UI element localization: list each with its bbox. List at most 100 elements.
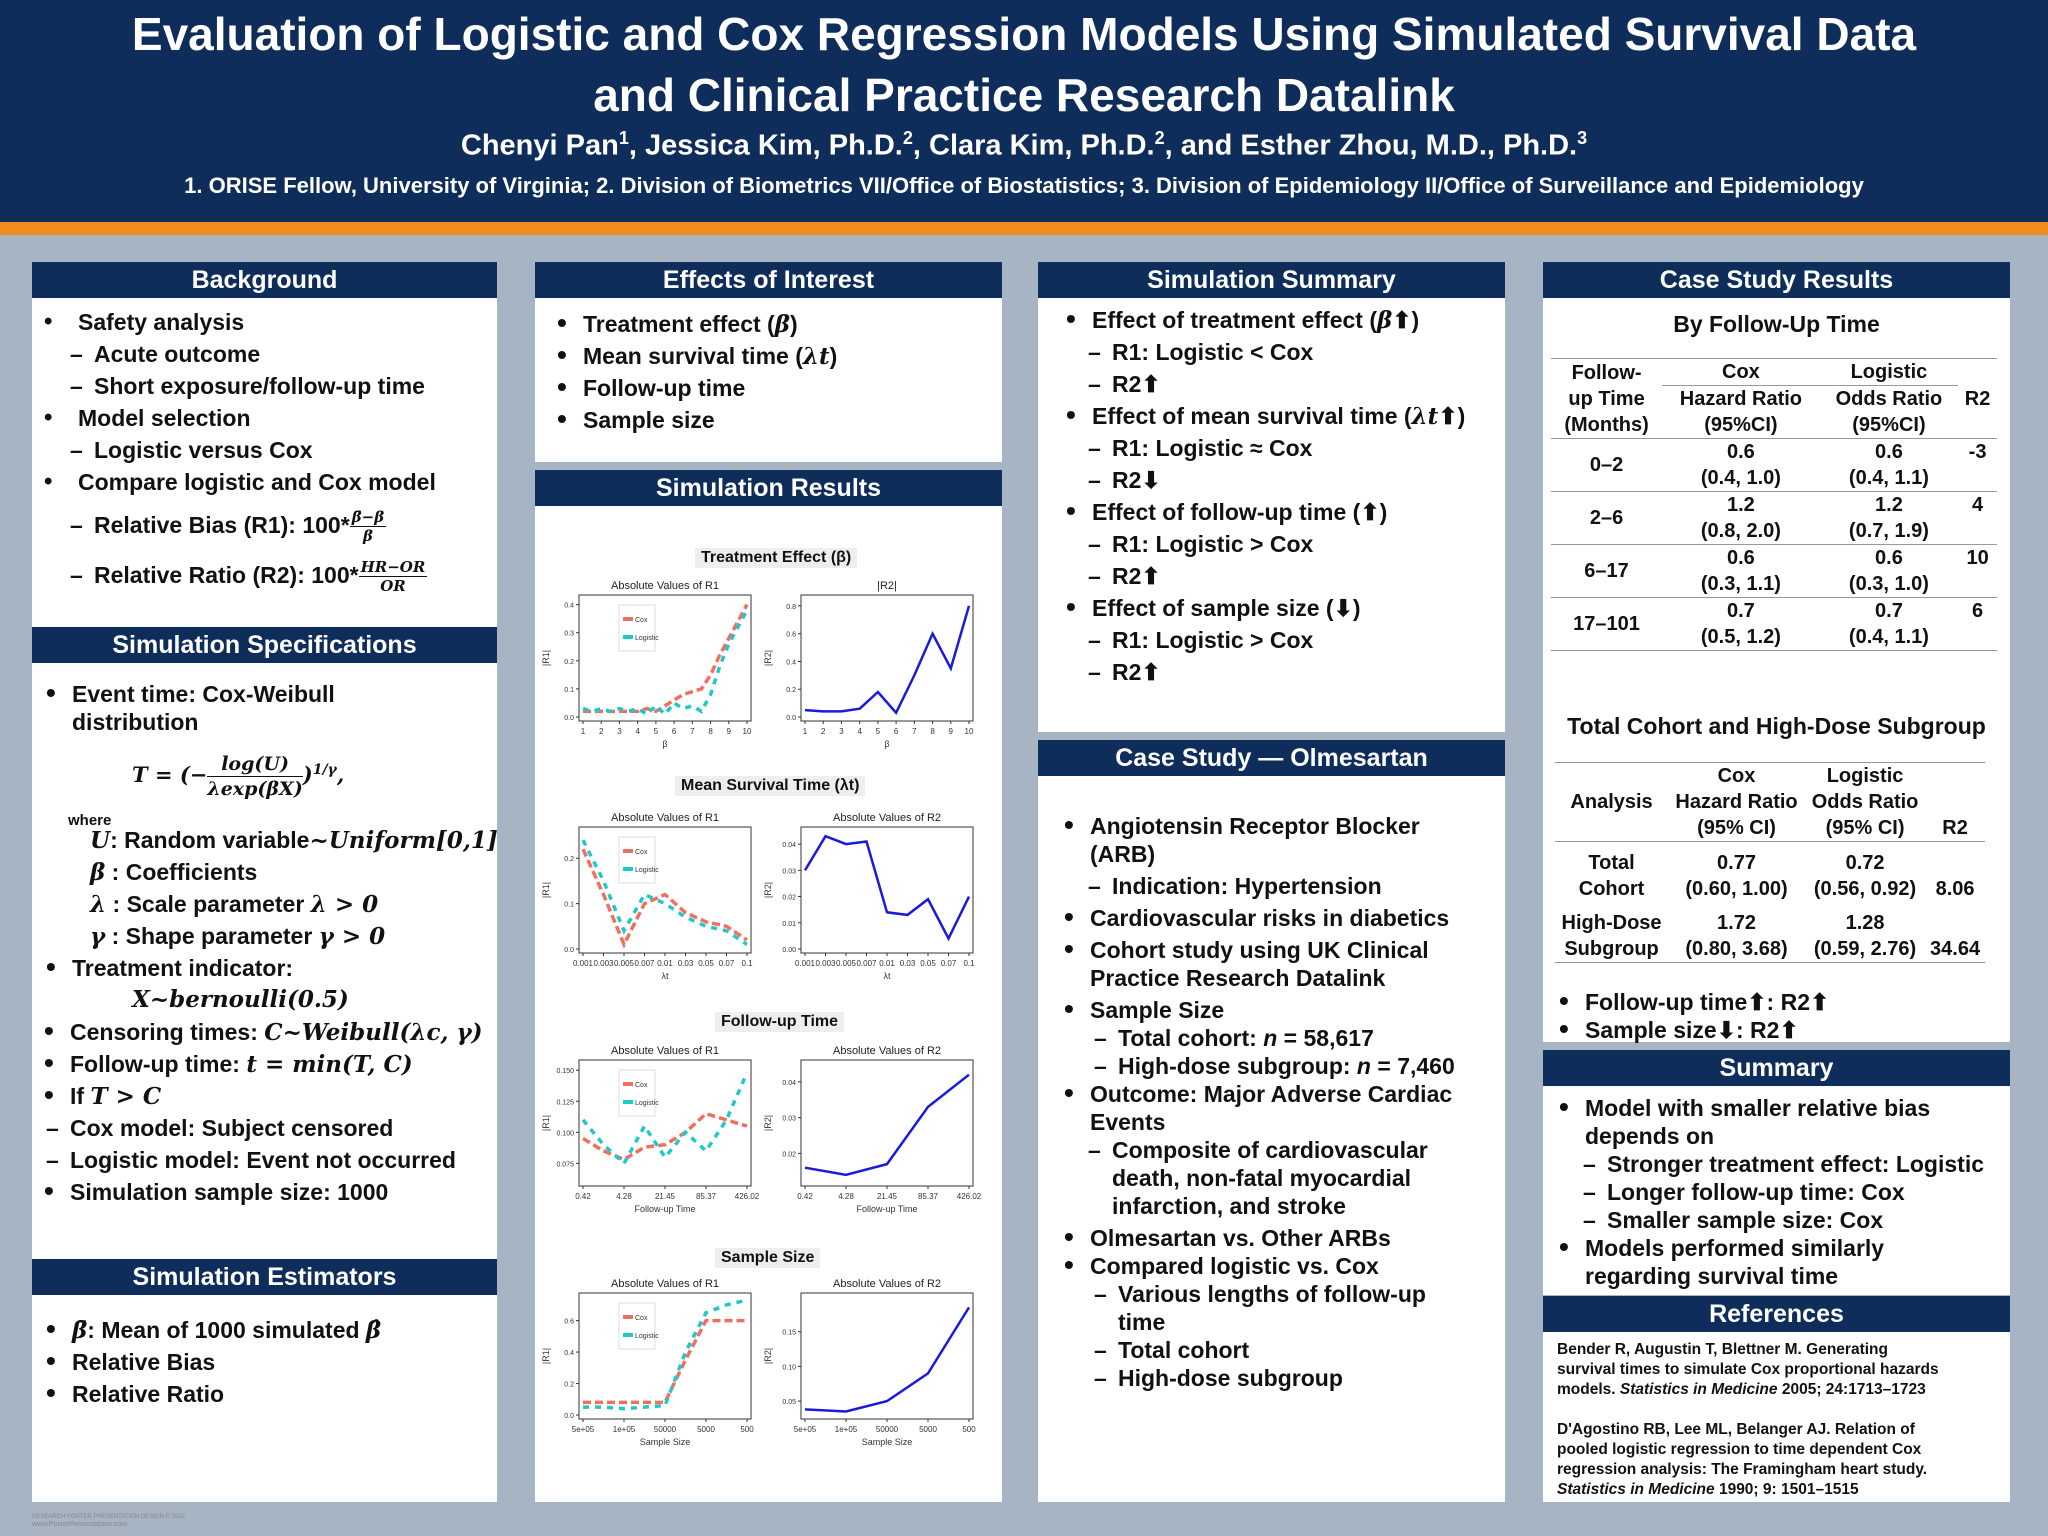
- table-row: (0.4, 1.0) (0.4, 1.1): [1551, 465, 1997, 492]
- y-axis-label: |R1|: [541, 1348, 551, 1364]
- sim-summary-item: R2⬆: [1088, 658, 1161, 686]
- result-followup: Follow-up time⬆: R2⬆: [1559, 987, 1829, 1016]
- footer-url: www.PosterPresentations.com: [32, 1521, 127, 1528]
- panel-title-treatment: Treatment Effect (β): [695, 548, 858, 568]
- x-tick-label: 500: [962, 1425, 976, 1434]
- x-axis-label: λt: [661, 971, 669, 981]
- y-tick-label: 0.6: [564, 1319, 574, 1326]
- y-tick-label: 0.4: [564, 603, 574, 610]
- x-tick-label: 21.45: [877, 1192, 898, 1201]
- x-tick-label: 0.07: [719, 959, 735, 968]
- spec-item: Treatment indicator:: [46, 953, 293, 982]
- reference-2: D'Agostino RB, Lee ML, Belanger AJ. Rela…: [1557, 1421, 1928, 1498]
- where-label: where: [68, 812, 112, 829]
- legend-logistic-label: Logistic: [635, 1100, 659, 1107]
- x-tick-label: 2: [599, 727, 604, 736]
- x-tick-label: 6: [672, 727, 677, 736]
- legend-box: [618, 1302, 656, 1350]
- sim-summary-item: Effect of sample size (⬇): [1066, 593, 1360, 622]
- subplot-title: |R2|: [877, 580, 897, 592]
- y-axis-label: |R2|: [763, 1115, 773, 1131]
- case-study-header: Case Study — Olmesartan: [1038, 740, 1505, 776]
- beta-definition: β : Coefficients: [90, 859, 258, 886]
- x-tick-label: 50000: [876, 1425, 899, 1434]
- x-axis-label: β: [884, 739, 889, 749]
- total-cohort-title: Total Cohort and High-Dose Subgroup: [1567, 713, 1986, 739]
- summary-item: Longer follow-up time: Cox: [1583, 1178, 1905, 1206]
- x-tick-label: 7: [690, 727, 695, 736]
- x-tick-label: 0.005: [836, 959, 857, 968]
- y-tick-label: 0.6: [786, 632, 796, 639]
- spec-item: Follow-up time: t = min(T, C): [44, 1049, 413, 1079]
- x-tick-label: 0.42: [797, 1192, 813, 1201]
- plot-frame: [578, 826, 752, 954]
- effect-item: Treatment effect (β): [557, 309, 798, 339]
- table-row: (0.3, 1.1) (0.3, 1.0): [1551, 571, 1997, 598]
- x-tick-label: 0.05: [920, 959, 936, 968]
- case-item: death, non-fatal myocardial: [1112, 1165, 1412, 1191]
- u-definition: U: Random variable~Uniform[0,1]: [90, 827, 498, 854]
- series-logistic-line: [582, 609, 749, 717]
- plot-frame: [800, 594, 974, 722]
- legend-logistic-label: Logistic: [635, 867, 659, 874]
- y-tick-label: 0.1: [564, 902, 574, 909]
- panel-title-followup: Follow-up Time: [715, 1012, 845, 1032]
- reference-1: Bender R, Augustin T, Blettner M. Genera…: [1557, 1341, 1939, 1398]
- series-r2-line: [804, 1306, 971, 1413]
- y-tick-label: 0.03: [782, 868, 796, 875]
- table-row: (0.8, 2.0) (0.7, 1.9): [1551, 518, 1997, 545]
- y-tick-label: 0.4: [786, 659, 796, 666]
- plot-frame: [578, 594, 752, 722]
- y-tick-label: 0.02: [782, 1151, 796, 1158]
- y-tick-label: 0.05: [782, 1399, 796, 1406]
- references-header: References: [1543, 1296, 2010, 1332]
- case-results-panel: Case Study Results By Follow-Up Time Fol…: [1543, 262, 2010, 1044]
- y-tick-label: 0.2: [786, 687, 796, 694]
- x-tick-label: 10: [743, 727, 752, 736]
- x-tick-label: 0.1: [741, 959, 753, 968]
- y-tick-label: 0.15: [782, 1330, 796, 1337]
- y-tick-label: 0.2: [564, 856, 574, 863]
- x-tick-label: 4: [635, 727, 640, 736]
- case-item: Practice Research Datalink: [1090, 965, 1386, 991]
- x-tick-label: 1: [803, 727, 808, 736]
- subplot-title: Absolute Values of R2: [833, 1045, 941, 1057]
- x-tick-label: 8: [930, 727, 935, 736]
- x-tick-label: 5000: [919, 1425, 937, 1434]
- legend-cox-label: Cox: [635, 849, 648, 856]
- plot-frame: [800, 1059, 974, 1187]
- case-item: Cohort study using UK Clinical: [1064, 935, 1429, 964]
- accent-stripe: [0, 222, 2048, 235]
- spec-item: distribution: [72, 709, 199, 735]
- y-tick-label: 0.01: [782, 921, 796, 928]
- x-tick-label: 0.005: [614, 959, 635, 968]
- simulation-charts: Absolute Values of R11 2 3 4 5 6 7 8 9 10β0.00.10…: [541, 580, 982, 1447]
- result-sample-size: Sample size⬇: R2⬆: [1559, 1015, 1799, 1044]
- footer-credit: RESEARCH POSTER PRESENTATION DESIGN © 20…: [32, 1514, 185, 1520]
- sim-spec-header: Simulation Specifications: [32, 627, 497, 663]
- case-item: High-dose subgroup: n = 7,460: [1094, 1052, 1455, 1080]
- y-tick-label: 0.8: [786, 604, 796, 611]
- legend-box: [618, 604, 656, 652]
- case-study-panel: Case Study — Olmesartan Angiotensin Rece…: [1038, 740, 1505, 1502]
- x-tick-label: 426.02: [735, 1192, 760, 1201]
- table-row: Subgroup (0.80, 3.68) (0.59, 2.76) 34.64: [1555, 936, 1985, 963]
- x-tick-label: 85.37: [696, 1192, 717, 1201]
- lambda-definition: λ : Scale parameter λ > 0: [90, 891, 379, 918]
- case-item: Sample Size: [1064, 995, 1224, 1024]
- y-axis-label: |R1|: [541, 650, 551, 666]
- x-tick-label: 0.003: [593, 959, 614, 968]
- y-tick-label: 0.0: [564, 947, 574, 954]
- table-row: 0–2 0.6 0.6 -3: [1551, 438, 1997, 492]
- estimator-item: Relative Ratio: [46, 1379, 224, 1408]
- panel-title-sample: Sample Size: [715, 1248, 821, 1268]
- legend-cox-label: Cox: [635, 617, 648, 624]
- bg-item: • Model selection: [44, 404, 251, 431]
- sim-results-panel: Simulation Results Treatment Effect (β) …: [535, 470, 1002, 1502]
- x-tick-label: 85.37: [918, 1192, 939, 1201]
- x-tick-label: 0.03: [678, 959, 694, 968]
- summary-item: Stronger treatment effect: Logistic: [1583, 1150, 1984, 1178]
- series-logistic-line: [583, 1298, 748, 1411]
- effect-item: Follow-up time: [557, 373, 745, 402]
